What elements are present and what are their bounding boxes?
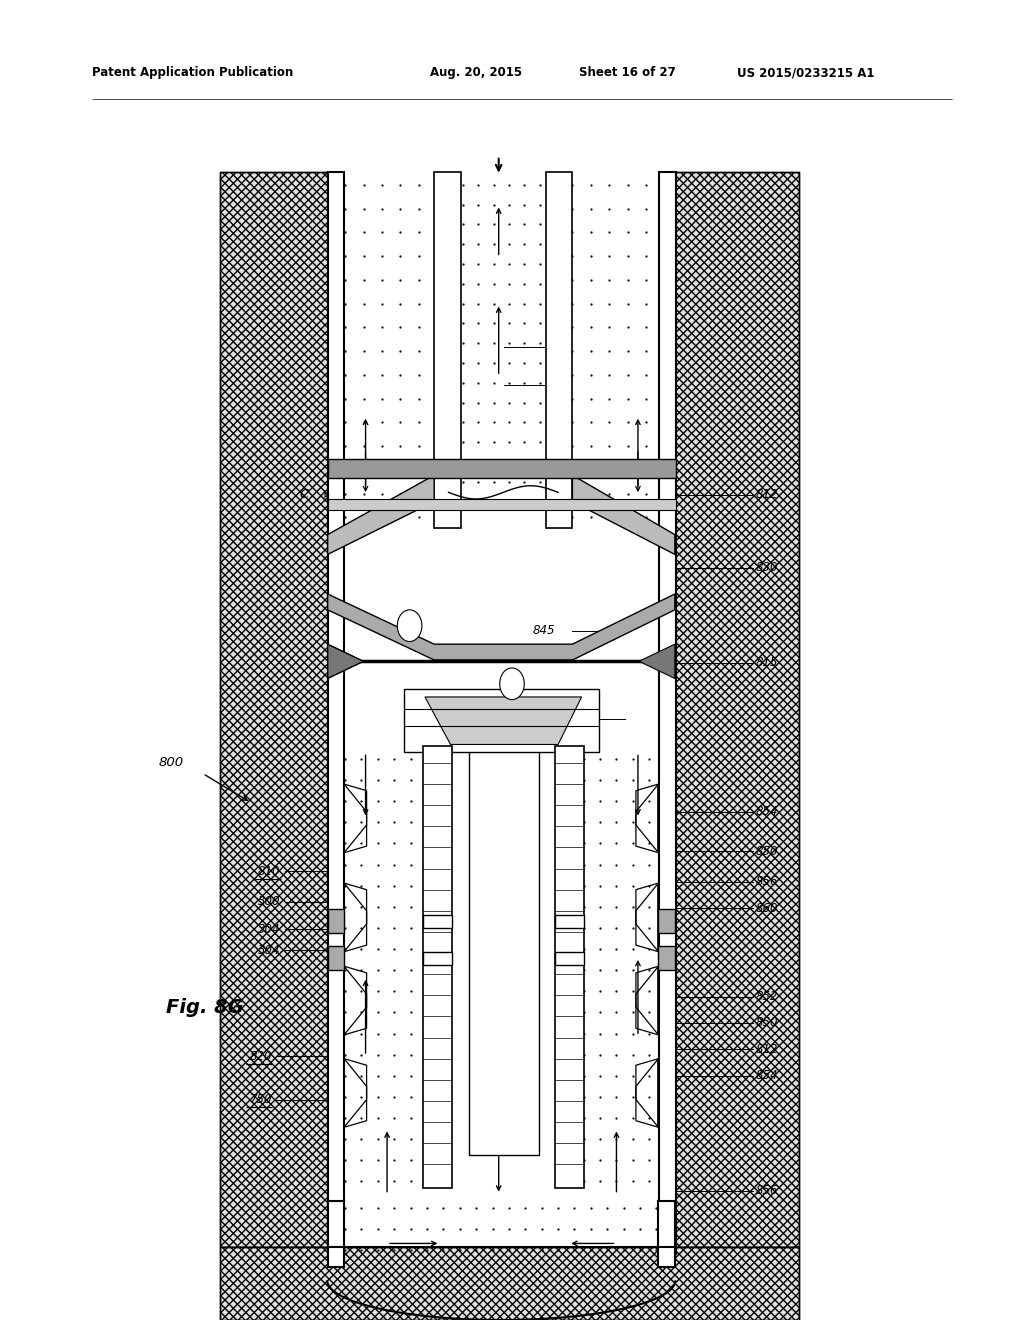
Bar xyxy=(555,952,584,965)
Text: 812: 812 xyxy=(756,488,778,502)
Polygon shape xyxy=(328,594,675,660)
Text: 816: 816 xyxy=(551,341,573,354)
Text: 304: 304 xyxy=(258,944,281,957)
Text: C: C xyxy=(299,488,308,502)
Text: 815: 815 xyxy=(756,656,778,669)
Bar xyxy=(328,1201,344,1267)
Text: 854: 854 xyxy=(756,805,778,818)
Text: 850: 850 xyxy=(756,845,778,858)
Bar xyxy=(220,172,328,1247)
Polygon shape xyxy=(425,697,582,744)
Bar xyxy=(434,172,461,528)
Text: 800: 800 xyxy=(159,756,184,770)
Bar xyxy=(328,172,344,1254)
Bar xyxy=(659,172,676,1254)
Text: 850: 850 xyxy=(756,1016,778,1030)
Bar xyxy=(328,499,676,510)
Bar xyxy=(555,746,584,1188)
Text: 845: 845 xyxy=(532,624,555,638)
Bar xyxy=(220,172,328,1247)
Bar xyxy=(328,459,676,478)
Text: 856: 856 xyxy=(756,875,778,888)
Polygon shape xyxy=(328,475,434,554)
Text: 820: 820 xyxy=(250,1049,272,1063)
Text: 304: 304 xyxy=(258,923,281,936)
Text: 840: 840 xyxy=(532,708,555,721)
Polygon shape xyxy=(639,644,675,678)
Bar xyxy=(328,946,344,970)
Text: Sheet 16 of 27: Sheet 16 of 27 xyxy=(579,66,675,79)
Text: 860: 860 xyxy=(756,902,778,915)
Text: 810: 810 xyxy=(258,865,281,878)
Bar xyxy=(658,909,675,933)
Text: 835: 835 xyxy=(551,379,573,392)
Circle shape xyxy=(500,668,524,700)
Text: 854: 854 xyxy=(756,1069,778,1082)
Text: 300: 300 xyxy=(258,895,281,908)
Bar xyxy=(404,689,599,752)
Bar xyxy=(423,746,452,1188)
Bar xyxy=(423,952,452,965)
Circle shape xyxy=(397,610,422,642)
Bar xyxy=(423,915,452,928)
Text: Fig. 8G: Fig. 8G xyxy=(166,998,244,1016)
Bar xyxy=(220,1247,799,1320)
Bar xyxy=(658,1201,675,1267)
Polygon shape xyxy=(328,644,364,678)
Bar xyxy=(671,172,799,1247)
Bar xyxy=(671,172,799,1247)
Text: 750: 750 xyxy=(250,1093,272,1106)
Polygon shape xyxy=(572,475,675,554)
Text: 830: 830 xyxy=(756,561,778,574)
Text: 856: 856 xyxy=(756,1184,778,1197)
Bar xyxy=(546,172,572,528)
Bar xyxy=(328,909,344,933)
Text: Patent Application Publication: Patent Application Publication xyxy=(92,66,294,79)
Bar xyxy=(469,746,539,1155)
Text: 852: 852 xyxy=(756,990,778,1003)
Bar xyxy=(555,915,584,928)
Bar xyxy=(658,946,675,970)
Text: US 2015/0233215 A1: US 2015/0233215 A1 xyxy=(737,66,874,79)
Text: Aug. 20, 2015: Aug. 20, 2015 xyxy=(430,66,522,79)
Bar xyxy=(220,1247,799,1320)
Text: 812: 812 xyxy=(756,1043,778,1056)
